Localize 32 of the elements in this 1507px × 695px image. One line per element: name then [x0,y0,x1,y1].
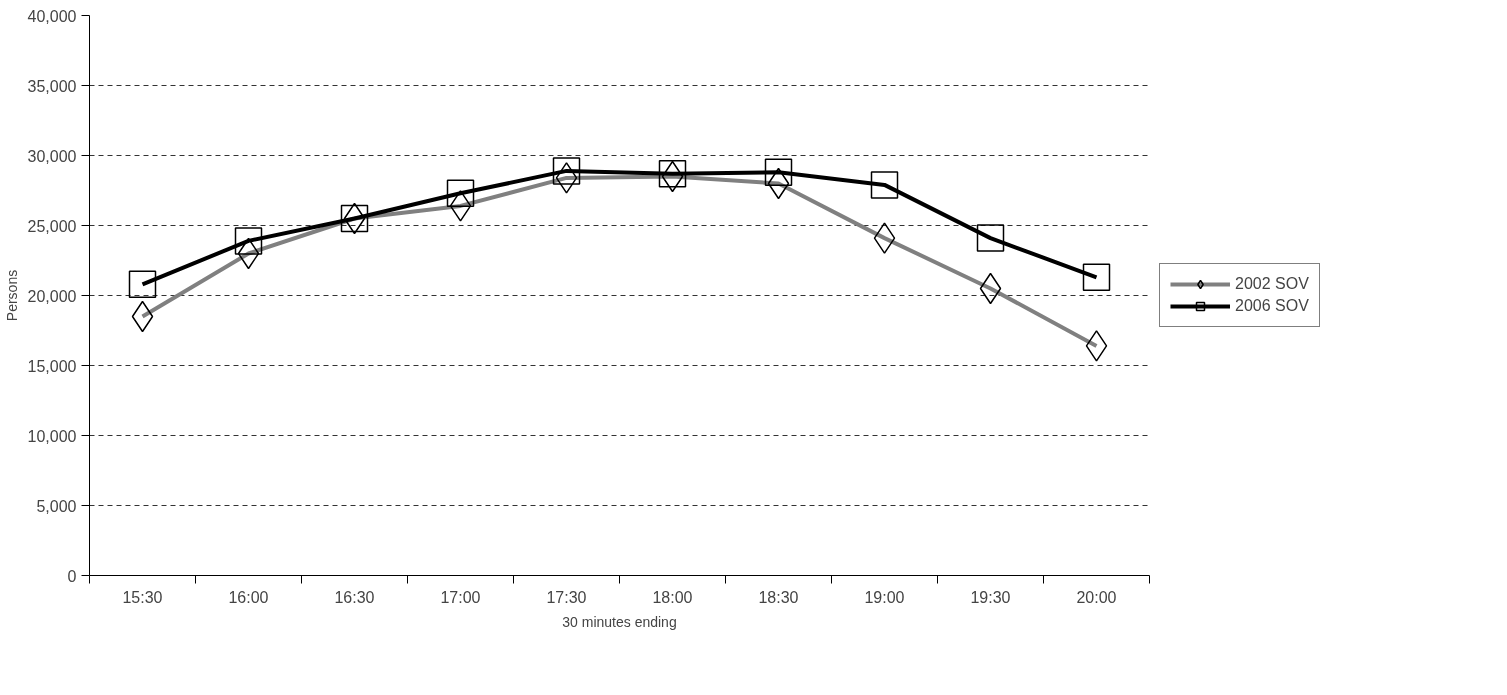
x-tick-label: 16:30 [334,588,375,606]
x-tick-label: 16:00 [228,588,269,606]
point [552,157,581,185]
x-tick-label: 19:00 [864,588,905,606]
legend-label: 2006 SOV [1235,297,1309,315]
x-axis-title: 30 minutes ending [562,613,677,630]
legend-label: 2002 SOV [1235,275,1309,293]
x-tick-label: 17:30 [546,588,587,606]
x-tick-label: 18:30 [758,588,799,606]
point [976,224,1005,252]
y-tick-label: 35,000 [27,77,77,95]
point [128,270,157,299]
y-tick-label: 15,000 [27,357,77,375]
y-tick-label: 0 [67,567,77,585]
x-tick-label: 17:00 [440,588,481,606]
y-tick-label: 10,000 [27,427,77,445]
y-tick-label: 25,000 [27,217,77,235]
y-axis-title: Persons [3,269,20,322]
point [1082,263,1111,292]
y-tick-label: 30,000 [27,147,77,165]
point [870,171,899,199]
point [234,227,263,255]
x-tick-label: 20:00 [1076,588,1117,606]
y-tick-label: 40,000 [27,7,77,25]
x-tick-label: 15:30 [122,588,163,606]
point [658,159,687,188]
point [446,179,475,208]
y-tick-label: 5,000 [36,497,77,515]
x-tick-label: 18:00 [652,588,693,606]
y-tick-label: 20,000 [27,287,77,305]
point [764,158,793,187]
x-tick-label: 19:30 [970,588,1011,606]
